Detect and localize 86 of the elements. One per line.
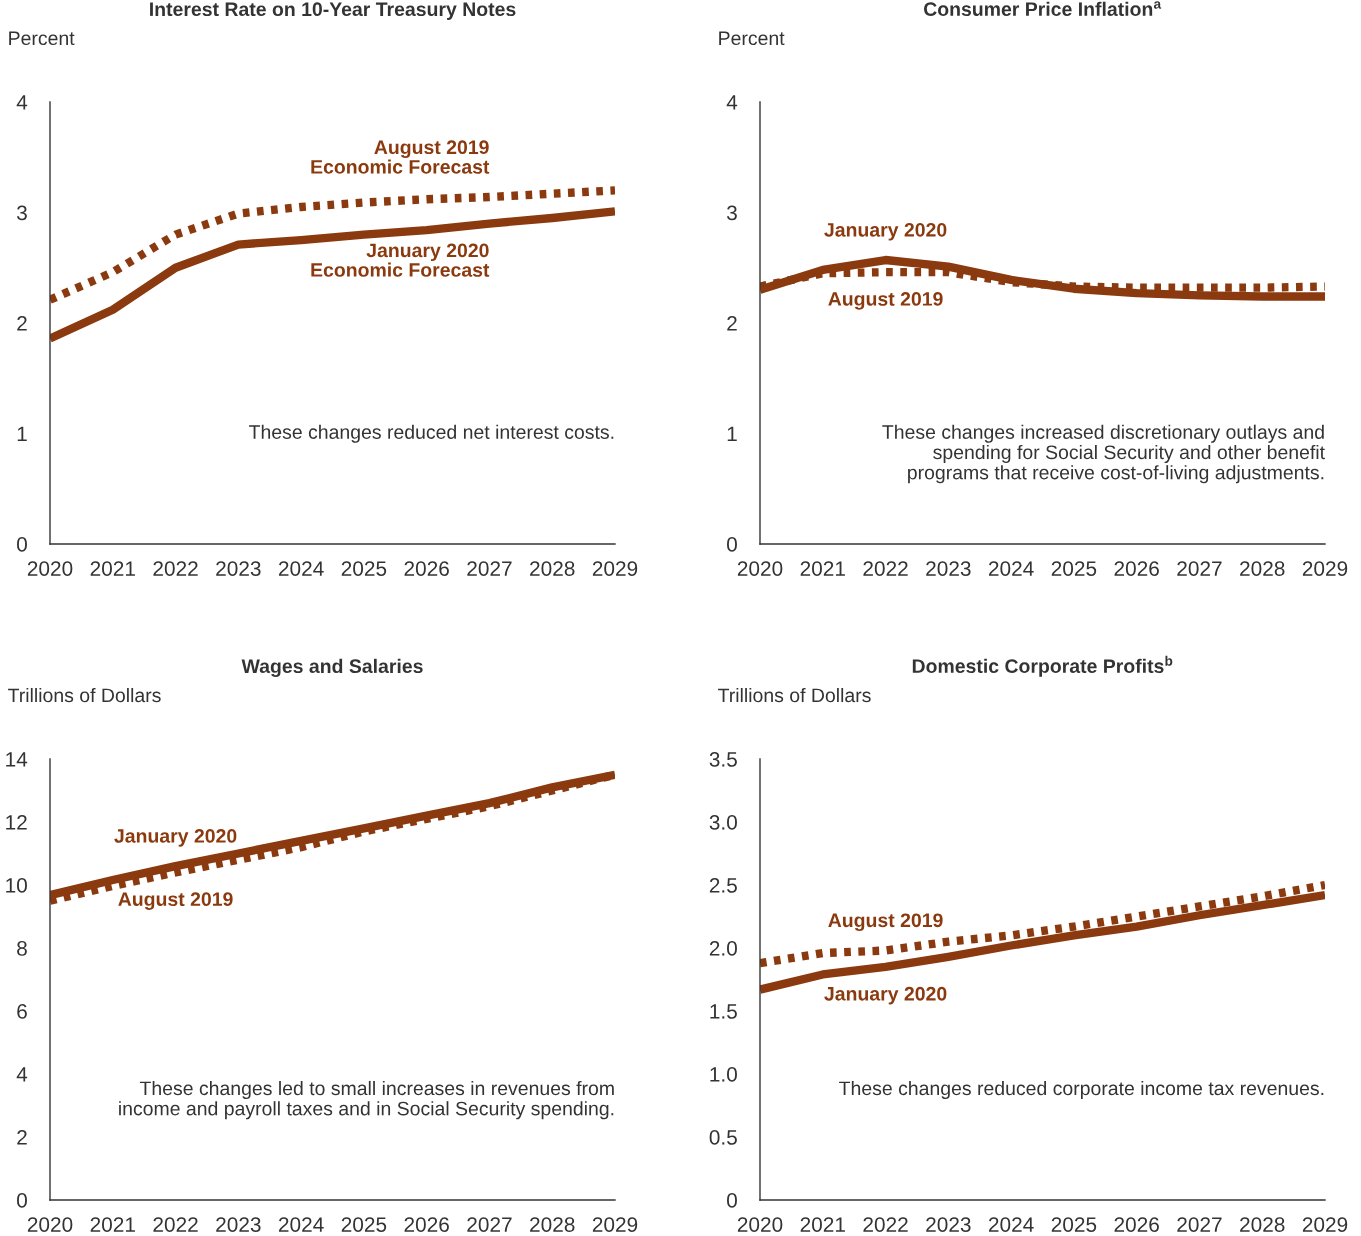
x-tick-label: 2027 xyxy=(1177,561,1222,576)
y-tick-label: 0.5 xyxy=(709,1130,737,1145)
x-tick-label: 2026 xyxy=(404,561,449,576)
y-tick-label: 0 xyxy=(727,537,737,552)
y-axis-title: Trillions of Dollars xyxy=(718,687,871,703)
x-tick-label: 2028 xyxy=(1240,561,1285,576)
x-tick-label: 2025 xyxy=(341,1217,387,1232)
series-label: August 2019 xyxy=(828,913,943,932)
x-tick-label: 2025 xyxy=(341,561,387,576)
x-tick-label: 2021 xyxy=(800,1217,845,1232)
x-tick-label: 2023 xyxy=(926,1217,971,1232)
y-tick-label: 1 xyxy=(727,426,737,442)
x-tick-label: 2020 xyxy=(737,561,783,576)
y-tick-label: 2 xyxy=(727,316,737,331)
x-tick-label: 2022 xyxy=(863,561,908,576)
x-tick-label: 2026 xyxy=(404,1217,449,1232)
x-tick-label: 2020 xyxy=(27,561,73,576)
annotation: These changes reduced net interest costs. xyxy=(249,424,614,443)
chart-title: Wages and Salaries xyxy=(241,658,423,678)
x-tick-label: 2022 xyxy=(153,1217,198,1232)
x-tick-label: 2026 xyxy=(1114,561,1159,576)
series-label: August 2019 Economic Forecast xyxy=(311,140,490,174)
x-tick-label: 2024 xyxy=(988,1217,1034,1232)
y-tick-label: 1.0 xyxy=(710,1067,737,1082)
series-label: August 2019 xyxy=(118,892,233,910)
series-label: August 2019 xyxy=(828,292,943,310)
y-tick-label: 12 xyxy=(6,815,27,830)
y-tick-label: 2.0 xyxy=(709,941,737,956)
y-tick-label: 0 xyxy=(17,537,27,552)
x-tick-label: 2029 xyxy=(592,561,638,576)
series-label: January 2020 xyxy=(114,829,237,847)
x-tick-label: 2027 xyxy=(467,561,512,576)
x-tick-label: 2029 xyxy=(1302,1217,1348,1232)
x-tick-label: 2027 xyxy=(1177,1217,1222,1232)
y-tick-label: 2 xyxy=(17,316,27,331)
x-tick-label: 2025 xyxy=(1051,1217,1097,1232)
x-tick-label: 2024 xyxy=(988,561,1034,576)
x-tick-label: 2021 xyxy=(90,561,135,576)
annotation: These changes increased discretionary outlays and spending for Social Security and other benefit programs that receive cost-of-living adjustments. xyxy=(882,424,1325,484)
x-tick-label: 2028 xyxy=(530,561,575,576)
chart-title: Interest Rate on 10-Year Treasury Notes xyxy=(150,2,516,20)
y-tick-label: 3 xyxy=(16,205,27,221)
series-label: January 2020 xyxy=(824,986,947,1005)
x-tick-label: 2021 xyxy=(800,561,845,576)
x-tick-label: 2024 xyxy=(278,1217,324,1232)
y-tick-label: 4 xyxy=(16,95,28,110)
y-tick-label: 2.5 xyxy=(709,878,737,893)
x-tick-label: 2023 xyxy=(216,1217,261,1232)
x-tick-label: 2020 xyxy=(737,1217,783,1232)
y-tick-label: 3 xyxy=(726,205,737,221)
x-tick-label: 2021 xyxy=(90,1217,135,1232)
annotation: These changes reduced corporate income tax revenues. xyxy=(839,1080,1324,1100)
x-tick-label: 2026 xyxy=(1114,1217,1159,1232)
x-tick-label: 2027 xyxy=(467,1217,512,1232)
y-axis-title: Trillions of Dollars xyxy=(8,687,161,703)
x-tick-label: 2029 xyxy=(1302,561,1348,576)
y-tick-label: 10 xyxy=(6,878,27,893)
y-tick-label: 2 xyxy=(17,1130,27,1145)
chart-title: Consumer Price Inflation$^{a}$ xyxy=(924,1,1162,17)
y-tick-label: 6 xyxy=(17,1004,27,1019)
chart-title: Domestic Corporate Profits$^{b}$ xyxy=(912,655,1173,677)
y-tick-label: 1.5 xyxy=(710,1004,737,1019)
x-tick-label: 2028 xyxy=(1240,1217,1285,1232)
y-axis-title: Percent xyxy=(719,31,785,46)
y-tick-label: 3.5 xyxy=(709,752,737,767)
y-tick-label: 0 xyxy=(17,1193,27,1208)
y-tick-label: 14 xyxy=(6,752,28,767)
y-tick-label: 4 xyxy=(16,1067,28,1082)
series-label: January 2020 xyxy=(824,222,947,241)
x-tick-label: 2024 xyxy=(278,561,324,576)
y-tick-label: 8 xyxy=(17,941,27,956)
x-tick-label: 2028 xyxy=(530,1217,575,1232)
annotation: These changes led to small increases in revenues from income and payroll taxes and in Social Security spending. xyxy=(119,1080,614,1120)
x-tick-label: 2023 xyxy=(926,561,971,576)
x-tick-label: 2025 xyxy=(1051,561,1097,576)
x-tick-label: 2022 xyxy=(863,1217,908,1232)
y-tick-label: 1 xyxy=(17,426,27,442)
series-label: January 2020 Economic Forecast xyxy=(311,243,490,277)
y-axis-title: Percent xyxy=(9,31,75,46)
y-tick-label: 4 xyxy=(726,95,738,110)
x-tick-label: 2023 xyxy=(216,561,261,576)
y-tick-label: 3.0 xyxy=(709,815,737,830)
x-tick-label: 2029 xyxy=(592,1217,638,1232)
x-tick-label: 2020 xyxy=(27,1217,73,1232)
x-tick-label: 2022 xyxy=(153,561,198,576)
y-tick-label: 0 xyxy=(727,1193,737,1208)
